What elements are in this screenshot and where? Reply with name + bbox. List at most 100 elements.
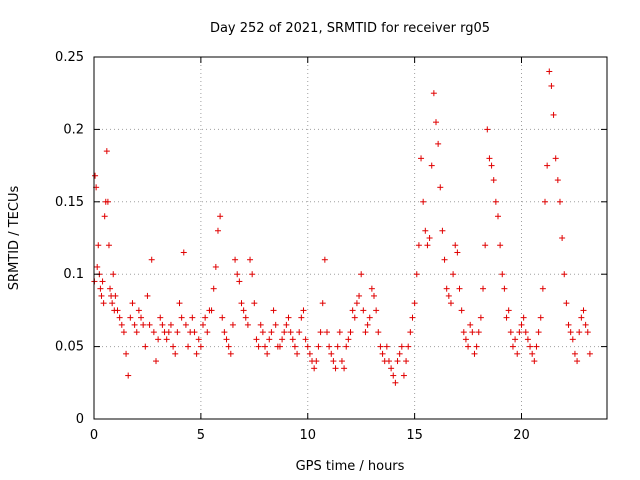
data-point — [533, 343, 540, 350]
data-point — [176, 300, 183, 307]
data-point — [343, 343, 350, 350]
data-point — [99, 278, 106, 285]
data-point — [165, 329, 172, 336]
data-point — [388, 365, 395, 372]
data-point — [311, 365, 318, 372]
data-point — [392, 379, 399, 386]
data-point — [400, 372, 407, 379]
data-point — [422, 227, 429, 234]
data-point — [338, 358, 345, 365]
x-tick-label: 15 — [406, 428, 423, 443]
data-point — [92, 172, 99, 179]
data-point — [174, 329, 181, 336]
data-point — [518, 321, 525, 328]
data-point — [155, 336, 162, 343]
data-point — [270, 307, 277, 314]
data-point — [407, 329, 414, 336]
data-point — [125, 372, 132, 379]
data-point — [403, 358, 410, 365]
data-point — [458, 307, 465, 314]
data-point — [150, 329, 157, 336]
data-point — [584, 329, 591, 336]
data-point — [255, 343, 262, 350]
data-point — [266, 336, 273, 343]
data-point — [435, 140, 442, 147]
data-point — [563, 300, 570, 307]
data-point — [285, 314, 292, 321]
data-point — [561, 271, 568, 278]
data-point — [445, 292, 452, 299]
data-point — [95, 242, 102, 249]
data-point — [272, 321, 279, 328]
data-point — [315, 343, 322, 350]
data-point — [129, 300, 136, 307]
data-point — [217, 213, 224, 220]
data-point — [379, 350, 386, 357]
data-point — [499, 271, 506, 278]
data-point — [413, 271, 420, 278]
data-point — [437, 184, 444, 191]
x-axis-label: GPS time / hours — [296, 459, 405, 474]
data-point — [251, 300, 258, 307]
x-tick-label: 20 — [513, 428, 530, 443]
data-point — [546, 68, 553, 75]
y-tick-label: 0.2 — [63, 122, 84, 137]
data-point — [133, 329, 140, 336]
data-point — [135, 307, 142, 314]
data-point — [490, 177, 497, 184]
data-point — [304, 343, 311, 350]
y-tick-label: 0.05 — [55, 340, 84, 355]
data-point — [477, 314, 484, 321]
data-point — [492, 198, 499, 205]
y-tick-label: 0.25 — [55, 50, 84, 65]
data-point — [172, 350, 179, 357]
data-point — [411, 300, 418, 307]
data-point — [159, 321, 166, 328]
data-point — [302, 336, 309, 343]
data-point — [109, 300, 116, 307]
data-point — [456, 285, 463, 292]
data-point — [326, 343, 333, 350]
data-point — [520, 314, 527, 321]
data-point — [281, 329, 288, 336]
data-point — [353, 300, 360, 307]
data-point — [471, 350, 478, 357]
x-tick-label: 5 — [197, 428, 205, 443]
data-point — [170, 343, 177, 350]
data-point — [418, 155, 425, 162]
data-point — [298, 314, 305, 321]
data-point — [552, 155, 559, 162]
data-point — [104, 198, 111, 205]
data-point — [123, 350, 130, 357]
data-point — [341, 365, 348, 372]
data-point — [364, 321, 371, 328]
data-point — [259, 329, 266, 336]
data-point — [232, 256, 239, 263]
data-point — [527, 343, 534, 350]
grid — [94, 57, 607, 419]
data-point — [238, 300, 245, 307]
data-point — [358, 271, 365, 278]
data-point — [460, 329, 467, 336]
data-point — [569, 336, 576, 343]
data-point — [101, 213, 108, 220]
data-point — [264, 350, 271, 357]
data-point — [204, 329, 211, 336]
data-point — [191, 329, 198, 336]
data-point — [163, 336, 170, 343]
data-point — [405, 343, 412, 350]
data-point — [375, 329, 382, 336]
data-point — [377, 343, 384, 350]
data-point — [556, 198, 563, 205]
data-point — [291, 343, 298, 350]
data-point — [197, 343, 204, 350]
data-point — [371, 292, 378, 299]
data-point — [234, 271, 241, 278]
data-point — [189, 314, 196, 321]
data-point — [356, 292, 363, 299]
data-point — [567, 329, 574, 336]
data-point — [247, 256, 254, 263]
data-point — [480, 285, 487, 292]
data-point — [202, 314, 209, 321]
